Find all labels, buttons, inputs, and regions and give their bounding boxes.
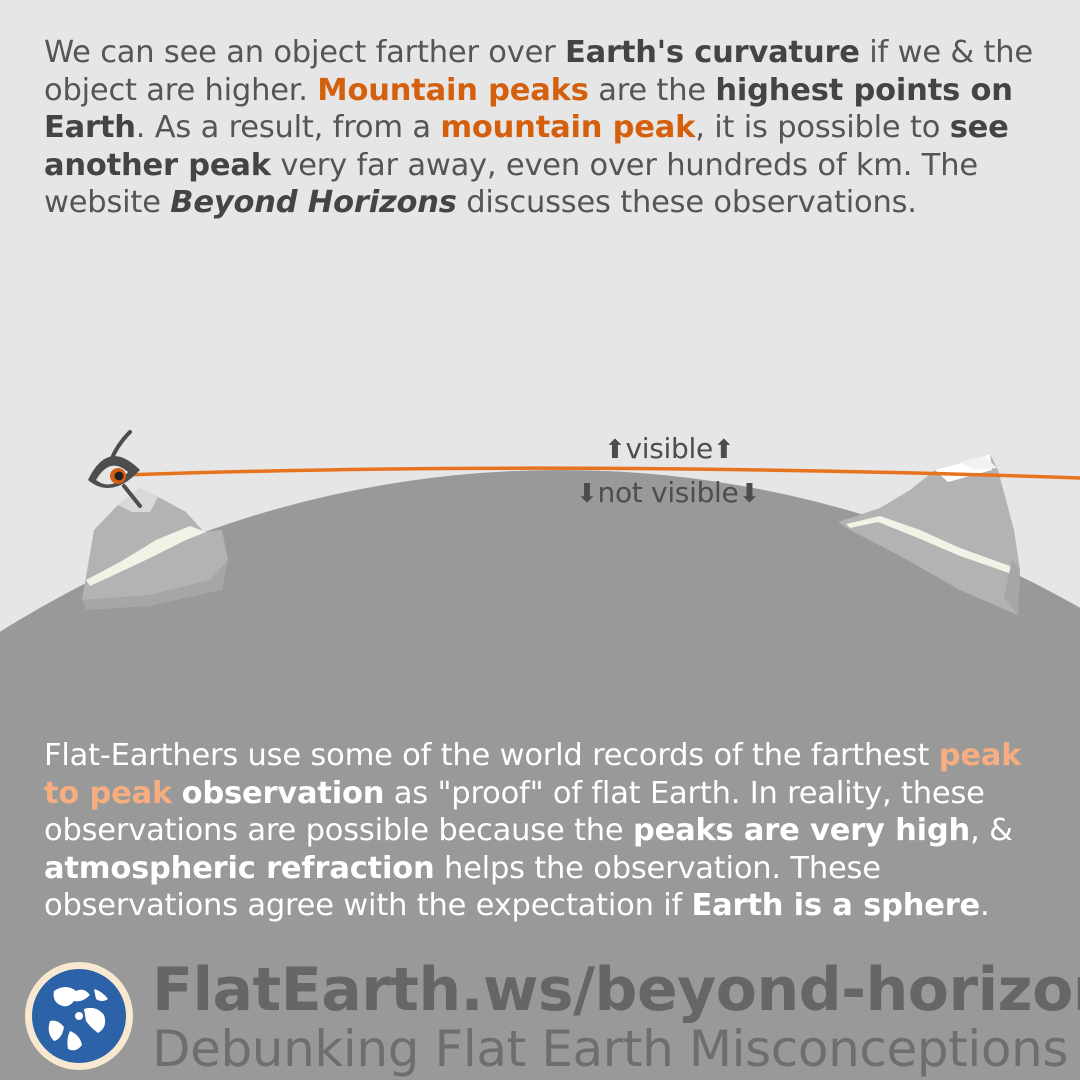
intro-text: are the	[588, 72, 716, 108]
highlight-highest-points: highest points on Earth	[44, 72, 1013, 146]
up-arrow-icon: ⬆	[604, 435, 626, 465]
down-arrow-icon: ⬇	[738, 479, 760, 509]
intro-text: We can see an object farther over	[44, 35, 565, 70]
highlight-atmospheric-refraction: atmospheric refraction	[44, 850, 435, 886]
explanation-text	[172, 776, 182, 811]
explanation-text: Flat-Earthers use some of the world reco…	[44, 738, 939, 773]
earth-curve	[0, 470, 1080, 1080]
mountain-left	[82, 488, 228, 610]
intro-text: , it is possible to	[695, 110, 950, 145]
not-visible-text: not visible	[597, 476, 739, 509]
explanation-text: as "proof" of flat Earth. In reality, th…	[44, 775, 985, 849]
intro-paragraph: We can see an object farther over Earth'…	[44, 34, 1054, 222]
highlight-mountain-peak: mountain peak	[440, 110, 696, 145]
explanation-text: , &	[970, 813, 1013, 848]
highlight-peaks-very-high: peaks are very high	[632, 813, 971, 848]
highlight-earth-sphere: Earth is a sphere	[691, 888, 981, 923]
intro-text: if we & the object are higher.	[44, 35, 1033, 108]
highlight-peak-to-peak: peak to peak	[44, 738, 1022, 811]
intro-text: . As a result, from a	[135, 110, 441, 145]
site-tagline: Debunking Flat Earth Misconceptions	[152, 1020, 1068, 1078]
highlight-beyond-horizons: Beyond Horizons	[170, 185, 457, 220]
explanation-text: helps the observation. These observation…	[44, 850, 881, 924]
visible-text: visible	[625, 432, 714, 465]
eye-icon	[88, 430, 142, 508]
highlight-see-another-peak: see another peak	[44, 110, 1009, 183]
up-arrow-icon: ⬆	[712, 435, 735, 465]
intro-text: very far away, even over hundreds of km.…	[44, 147, 978, 221]
intro-text: discusses these observations.	[456, 185, 917, 220]
explanation-paragraph: Flat-Earthers use some of the world reco…	[44, 737, 1054, 925]
explanation-text: .	[980, 888, 990, 923]
highlight-mountain-peaks: Mountain peaks	[317, 72, 589, 108]
highlight-earth-curvature: Earth's curvature	[565, 35, 860, 70]
mountain-right	[838, 454, 1020, 615]
globe-logo-icon	[25, 962, 133, 1070]
site-url: FlatEarth.ws/beyond-horizons	[152, 955, 1080, 1025]
not-visible-label: ⬇not visible⬇	[576, 476, 760, 509]
highlight-observation: observation	[181, 775, 385, 811]
down-arrow-icon: ⬇	[576, 479, 598, 509]
sight-line	[124, 466, 1080, 480]
visible-label: ⬆visible⬆	[604, 432, 735, 465]
